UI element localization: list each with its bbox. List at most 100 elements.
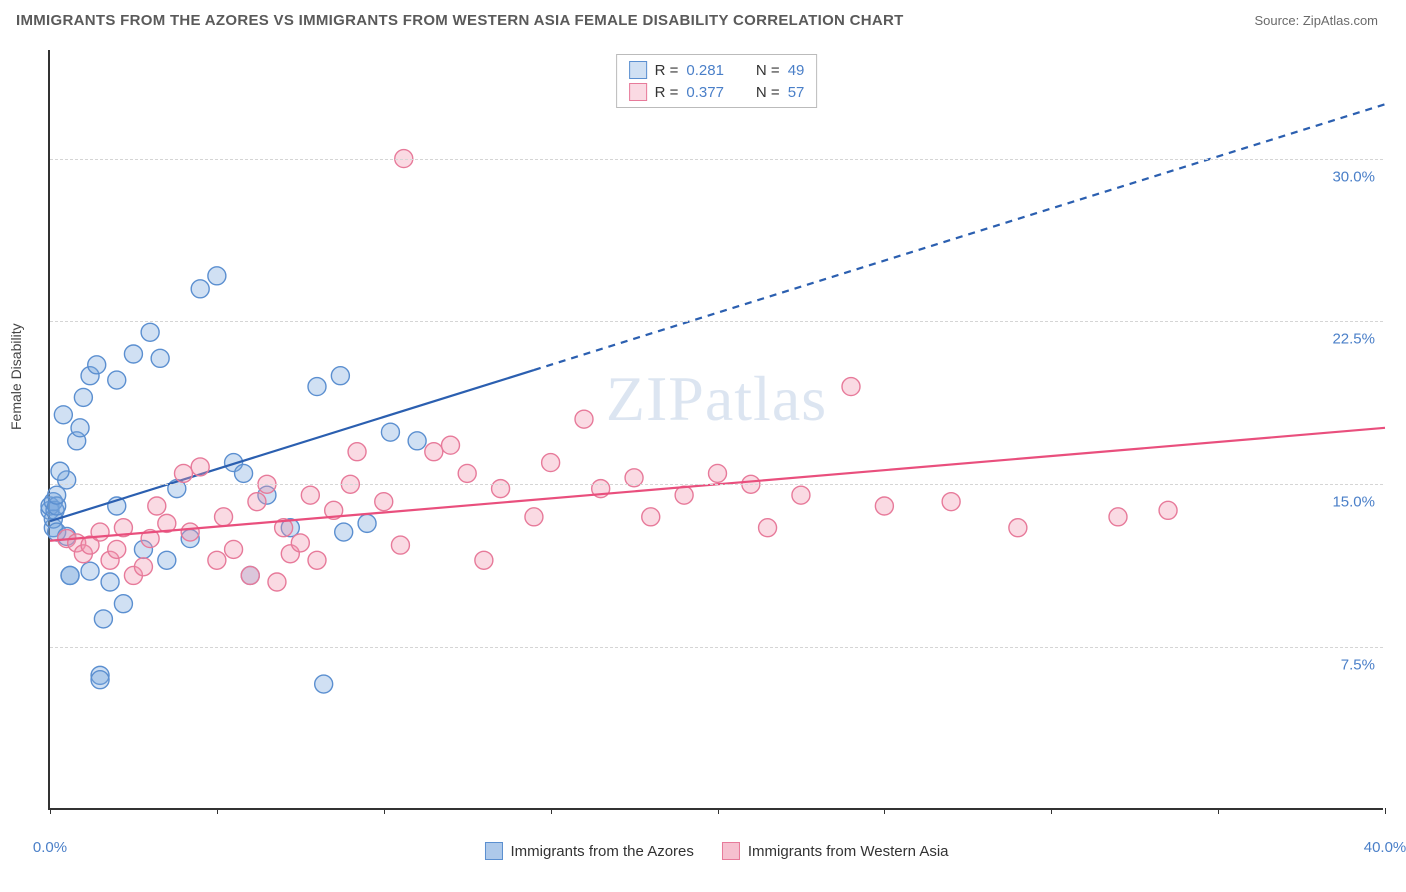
data-point bbox=[492, 480, 510, 498]
data-point bbox=[301, 486, 319, 504]
data-point bbox=[91, 523, 109, 541]
data-point bbox=[408, 432, 426, 450]
data-point bbox=[241, 566, 259, 584]
data-point bbox=[268, 573, 286, 591]
legend-n-value-2: 57 bbox=[788, 84, 805, 101]
data-point bbox=[525, 508, 543, 526]
data-point bbox=[124, 345, 142, 363]
x-tick bbox=[718, 808, 719, 814]
data-point bbox=[358, 514, 376, 532]
data-point bbox=[875, 497, 893, 515]
data-point bbox=[141, 323, 159, 341]
gridline bbox=[50, 321, 1383, 322]
legend-r-label: R = bbox=[655, 62, 679, 79]
data-point bbox=[151, 349, 169, 367]
swatch-azores bbox=[484, 842, 502, 860]
data-point bbox=[158, 551, 176, 569]
x-tick bbox=[1385, 808, 1386, 814]
data-point bbox=[175, 464, 193, 482]
data-point bbox=[1159, 501, 1177, 519]
correlation-legend: R = 0.281 N = 49 R = 0.377 N = 57 bbox=[616, 54, 818, 108]
data-point bbox=[475, 551, 493, 569]
x-tick bbox=[1218, 808, 1219, 814]
data-point bbox=[51, 462, 69, 480]
legend-item-western-asia: Immigrants from Western Asia bbox=[722, 842, 949, 860]
y-tick-label: 7.5% bbox=[1341, 657, 1375, 674]
legend-label-azores: Immigrants from the Azores bbox=[510, 843, 693, 860]
data-point bbox=[348, 443, 366, 461]
data-point bbox=[675, 486, 693, 504]
data-point bbox=[542, 454, 560, 472]
swatch-azores bbox=[629, 61, 647, 79]
data-point bbox=[88, 356, 106, 374]
data-point bbox=[114, 595, 132, 613]
data-point bbox=[74, 388, 92, 406]
legend-r-value-2: 0.377 bbox=[686, 84, 724, 101]
gridline bbox=[50, 484, 1383, 485]
data-point bbox=[148, 497, 166, 515]
scatter-plot-svg bbox=[50, 50, 1383, 808]
x-tick-label: 40.0% bbox=[1364, 839, 1406, 856]
data-point bbox=[442, 436, 460, 454]
data-point bbox=[215, 508, 233, 526]
data-point bbox=[235, 464, 253, 482]
data-point bbox=[248, 493, 266, 511]
legend-n-label: N = bbox=[756, 62, 780, 79]
data-point bbox=[1009, 519, 1027, 537]
data-point bbox=[208, 267, 226, 285]
x-tick bbox=[551, 808, 552, 814]
legend-item-azores: Immigrants from the Azores bbox=[484, 842, 693, 860]
data-point bbox=[101, 573, 119, 591]
y-tick-label: 22.5% bbox=[1332, 331, 1375, 348]
data-point bbox=[425, 443, 443, 461]
y-axis-label: Female Disability bbox=[8, 323, 24, 430]
source-attribution: Source: ZipAtlas.com bbox=[1254, 13, 1378, 28]
data-point bbox=[308, 378, 326, 396]
data-point bbox=[709, 464, 727, 482]
trend-line-dashed bbox=[534, 104, 1385, 370]
data-point bbox=[375, 493, 393, 511]
gridline bbox=[50, 647, 1383, 648]
swatch-western-asia bbox=[629, 83, 647, 101]
legend-r-value-1: 0.281 bbox=[686, 62, 724, 79]
data-point bbox=[61, 566, 79, 584]
data-point bbox=[381, 423, 399, 441]
legend-r-label: R = bbox=[655, 84, 679, 101]
y-tick-label: 30.0% bbox=[1332, 168, 1375, 185]
data-point bbox=[94, 610, 112, 628]
data-point bbox=[134, 558, 152, 576]
data-point bbox=[71, 419, 89, 437]
x-tick bbox=[217, 808, 218, 814]
data-point bbox=[842, 378, 860, 396]
plot-area: ZIPatlas R = 0.281 N = 49 R = 0.377 N = … bbox=[48, 50, 1383, 810]
data-point bbox=[108, 540, 126, 558]
data-point bbox=[181, 523, 199, 541]
data-point bbox=[315, 675, 333, 693]
data-point bbox=[225, 540, 243, 558]
chart-title: IMMIGRANTS FROM THE AZORES VS IMMIGRANTS… bbox=[16, 12, 904, 29]
data-point bbox=[792, 486, 810, 504]
data-point bbox=[391, 536, 409, 554]
gridline bbox=[50, 159, 1383, 160]
chart-header: IMMIGRANTS FROM THE AZORES VS IMMIGRANTS… bbox=[0, 0, 1406, 37]
series-legend: Immigrants from the Azores Immigrants fr… bbox=[484, 842, 948, 860]
data-point bbox=[81, 562, 99, 580]
x-tick bbox=[884, 808, 885, 814]
data-point bbox=[759, 519, 777, 537]
legend-row-series-2: R = 0.377 N = 57 bbox=[629, 81, 805, 103]
data-point bbox=[575, 410, 593, 428]
data-point bbox=[208, 551, 226, 569]
data-point bbox=[942, 493, 960, 511]
data-point bbox=[458, 464, 476, 482]
trend-line-solid bbox=[50, 370, 534, 521]
x-tick-label: 0.0% bbox=[33, 839, 67, 856]
data-point bbox=[335, 523, 353, 541]
legend-label-western-asia: Immigrants from Western Asia bbox=[748, 843, 949, 860]
data-point bbox=[331, 367, 349, 385]
data-point bbox=[91, 671, 109, 689]
y-tick-label: 15.0% bbox=[1332, 494, 1375, 511]
x-tick bbox=[384, 808, 385, 814]
data-point bbox=[642, 508, 660, 526]
swatch-western-asia bbox=[722, 842, 740, 860]
x-tick bbox=[50, 808, 51, 814]
